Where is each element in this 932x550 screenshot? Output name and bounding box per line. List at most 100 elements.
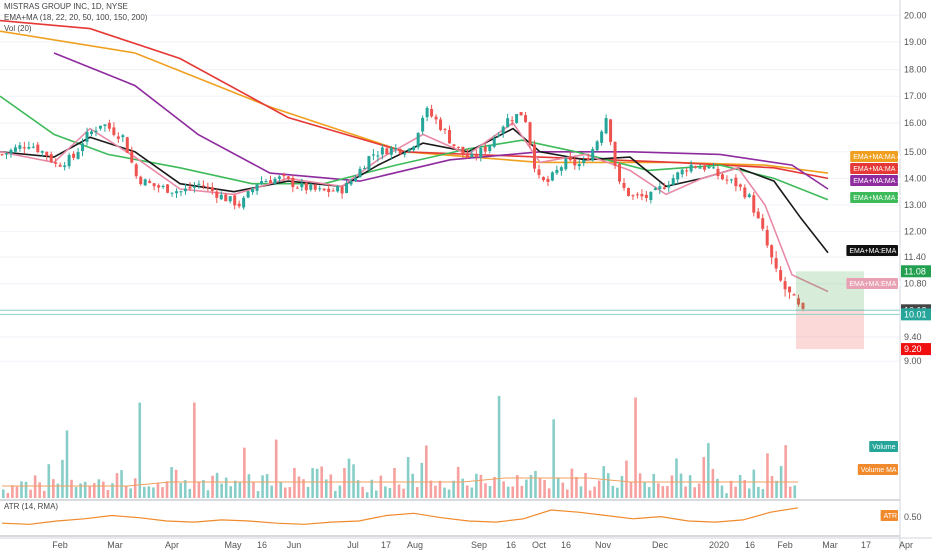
series-tag-9 (880, 510, 898, 521)
time-axis[interactable]: Feb Mar Apr May 16 Jun Jul 17 Aug Sep 16 Oct 16 Nov De… (0, 537, 932, 550)
candle-body (22, 147, 26, 149)
volume-bar (379, 475, 383, 498)
volume-bar (738, 475, 742, 498)
volume-bar (88, 485, 92, 498)
price-tick-label: 9.00 (904, 356, 922, 366)
volume-bar (133, 478, 137, 498)
candle-body (161, 185, 165, 187)
candle-body (407, 148, 411, 152)
volume-bar (147, 486, 151, 498)
volume-bar (38, 482, 41, 498)
candle-body (443, 129, 447, 131)
volume-bar (702, 457, 706, 498)
volume-bar (397, 484, 401, 498)
candle-body (461, 146, 465, 155)
candle-body (774, 258, 778, 269)
candle-body (121, 135, 125, 138)
volume-bar (106, 489, 110, 498)
volume-bar (165, 481, 169, 498)
volume-bar (270, 485, 273, 498)
price-tick-label: 17.00 (904, 91, 927, 101)
volume-bar (97, 479, 101, 498)
volume-bar (143, 486, 146, 498)
candle-body (626, 187, 630, 196)
volume-bar (711, 468, 715, 498)
candle-body (685, 170, 689, 172)
volume-bar (356, 480, 360, 498)
volume-bar (2, 489, 5, 498)
volume-bar (757, 486, 760, 498)
volume-bar (684, 486, 687, 498)
volume-bar (361, 486, 364, 498)
volume-bar (670, 475, 674, 498)
candle-body (251, 189, 255, 193)
candle-body (591, 149, 595, 161)
volume-bar (47, 464, 51, 498)
candle-body (533, 144, 537, 169)
candle-body (573, 159, 577, 166)
ema-legend[interactable]: EMA+MA (18, 22, 20, 50, 100, 150, 200) (4, 13, 148, 22)
candle-body (219, 194, 223, 200)
candle-body (242, 197, 246, 208)
candle-body (439, 119, 443, 130)
candle-body (667, 185, 671, 188)
volume-bar (311, 468, 314, 498)
volume-bar (238, 481, 242, 498)
price-tick-label: 14.00 (904, 173, 927, 183)
series-tag-2 (850, 163, 898, 174)
series-tag-label: EMA+MA:MA 3 (853, 178, 901, 185)
long-position-tool[interactable] (0, 271, 900, 350)
volume-bar (65, 430, 69, 498)
volume-bar (42, 490, 46, 498)
candle-body (456, 146, 460, 148)
volume-bar (525, 479, 528, 498)
series-tag-4 (850, 192, 898, 203)
volume-bar (174, 469, 178, 498)
volume-bar (374, 490, 378, 498)
volume-bar (329, 474, 333, 498)
candle-body (801, 303, 805, 309)
vol-legend[interactable]: Vol (20) (4, 24, 32, 33)
candle-body (559, 167, 563, 171)
volume-bar (725, 493, 728, 498)
volume-bar (293, 468, 296, 498)
candle-body (380, 147, 384, 155)
candle-body (483, 146, 487, 152)
candle-body (255, 184, 259, 191)
volume-bar (343, 467, 346, 498)
volume-bar (256, 491, 260, 498)
candle-body (537, 169, 541, 176)
candle-body (166, 184, 170, 193)
price-tick-label: 20.00 (904, 10, 927, 20)
volume-bar (11, 485, 14, 498)
candle-body (322, 188, 326, 191)
volume-bar (729, 480, 733, 498)
candle-body (394, 147, 398, 150)
atr-legend[interactable]: ATR (14, RMA) (4, 502, 58, 511)
volume-bar (61, 459, 64, 498)
series-tag-1 (850, 151, 898, 162)
price-tick-label: 15.00 (904, 147, 927, 157)
candle-body (197, 183, 201, 185)
volume-bar (288, 487, 292, 498)
volume-bar (647, 487, 651, 498)
volume-bar (102, 481, 105, 498)
candle-body (747, 194, 751, 198)
price-tick-label: 13.00 (904, 200, 927, 210)
price-candles (0, 104, 805, 312)
price-tick-label: 10.80 (904, 279, 927, 289)
volume-bar (793, 485, 797, 498)
volume-bar (111, 483, 114, 498)
volume-bar (511, 486, 515, 498)
price-axis[interactable]: 20.00 19.00 18.00 17.00 16.00 15.00 14.00 13.00… (899, 0, 927, 550)
candle-body (130, 151, 134, 163)
candle-body (125, 137, 129, 153)
candle-body (416, 132, 420, 148)
volume-bar (502, 481, 505, 498)
candle-body (568, 156, 572, 161)
candle-body (716, 168, 720, 176)
candle-body (779, 270, 783, 281)
volume-bar (584, 473, 587, 498)
volume-bar (352, 464, 355, 498)
